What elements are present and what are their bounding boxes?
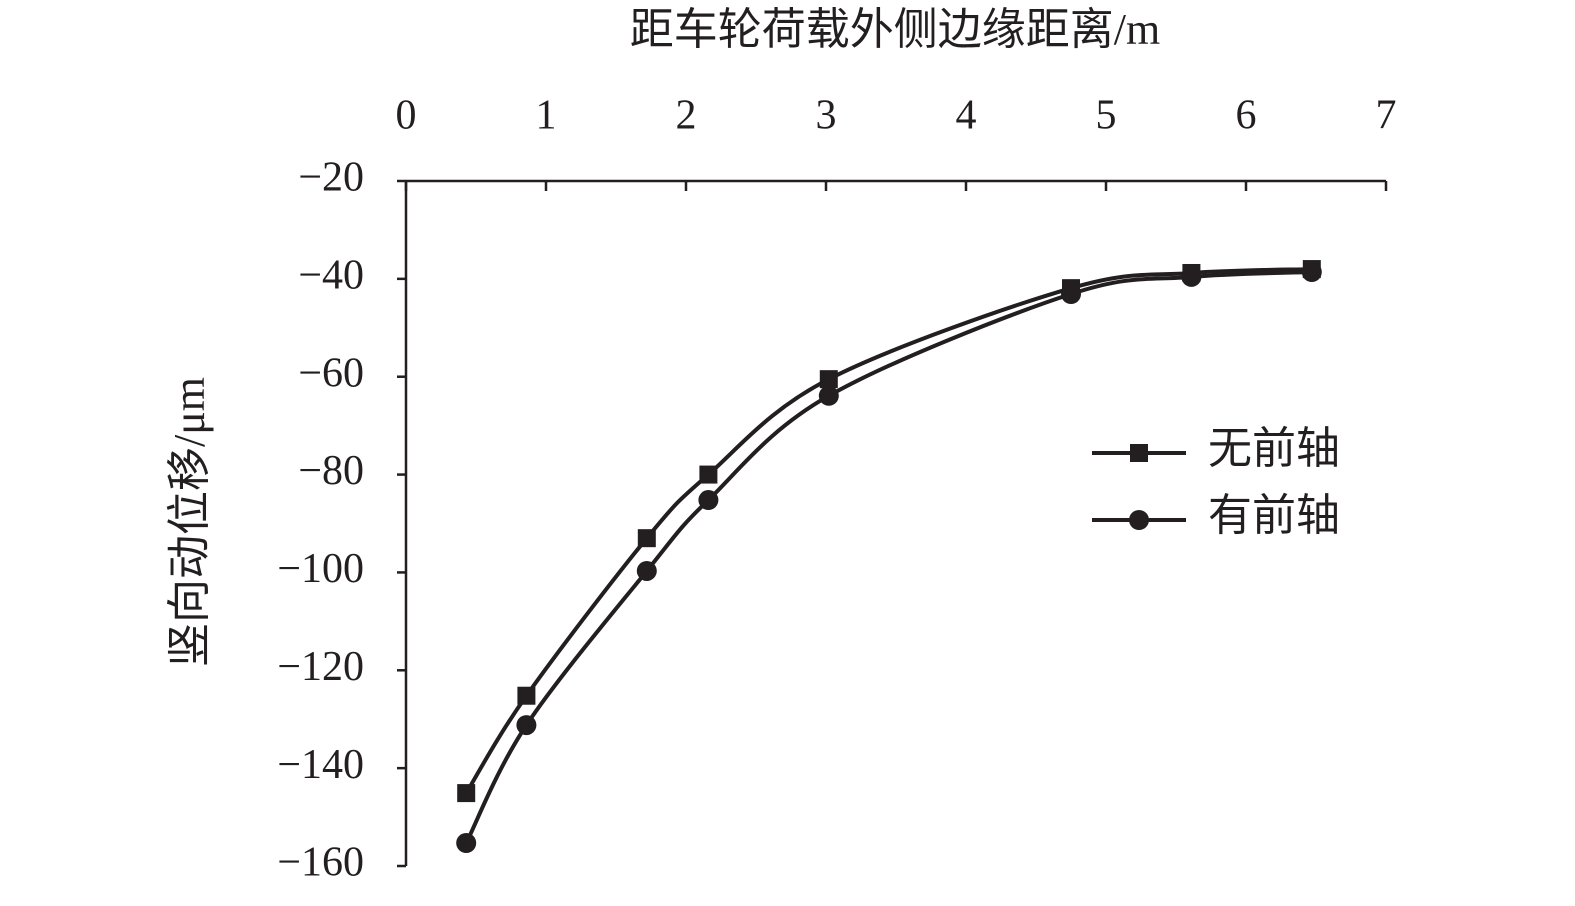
x-tick-label: 5 (1096, 93, 1117, 139)
y-axis-title: 竖向动位移/μm (165, 377, 214, 667)
x-axis-title: 距车轮荷载外侧边缘距离/m (630, 5, 1160, 54)
marker (636, 560, 657, 581)
y-tick-label: −20 (298, 155, 364, 201)
marker (1181, 266, 1202, 287)
x-tick-label: 6 (1236, 93, 1257, 139)
x-tick-label: 1 (536, 93, 557, 139)
x-tick-label: 7 (1376, 93, 1397, 139)
series-line (464, 267, 1312, 795)
y-tick-label: −120 (277, 644, 364, 690)
y-tick-label: −140 (277, 742, 364, 788)
series-line (464, 270, 1312, 844)
legend-marker (1129, 510, 1149, 530)
y-tick-label: −60 (298, 350, 364, 396)
legend-label: 有前轴 (1208, 491, 1340, 540)
marker (1061, 284, 1081, 305)
x-tick-label: 4 (956, 93, 977, 139)
x-tick-label: 2 (676, 93, 697, 139)
marker (456, 833, 477, 854)
legend-label: 无前轴 (1208, 424, 1340, 473)
y-tick-label: −160 (277, 840, 364, 886)
marker (699, 465, 718, 484)
marker (1301, 262, 1322, 283)
marker (818, 385, 839, 406)
marker (698, 490, 719, 511)
legend-marker (1130, 444, 1148, 462)
marker (457, 784, 476, 803)
y-tick-label: −100 (277, 546, 364, 592)
marker (517, 686, 536, 705)
x-tick-label: 0 (396, 93, 417, 139)
x-tick-label: 3 (816, 93, 837, 139)
y-tick-label: −40 (298, 252, 364, 298)
marker (516, 715, 537, 736)
marker (637, 529, 656, 548)
y-tick-label: −80 (298, 448, 364, 494)
marker (819, 370, 838, 389)
